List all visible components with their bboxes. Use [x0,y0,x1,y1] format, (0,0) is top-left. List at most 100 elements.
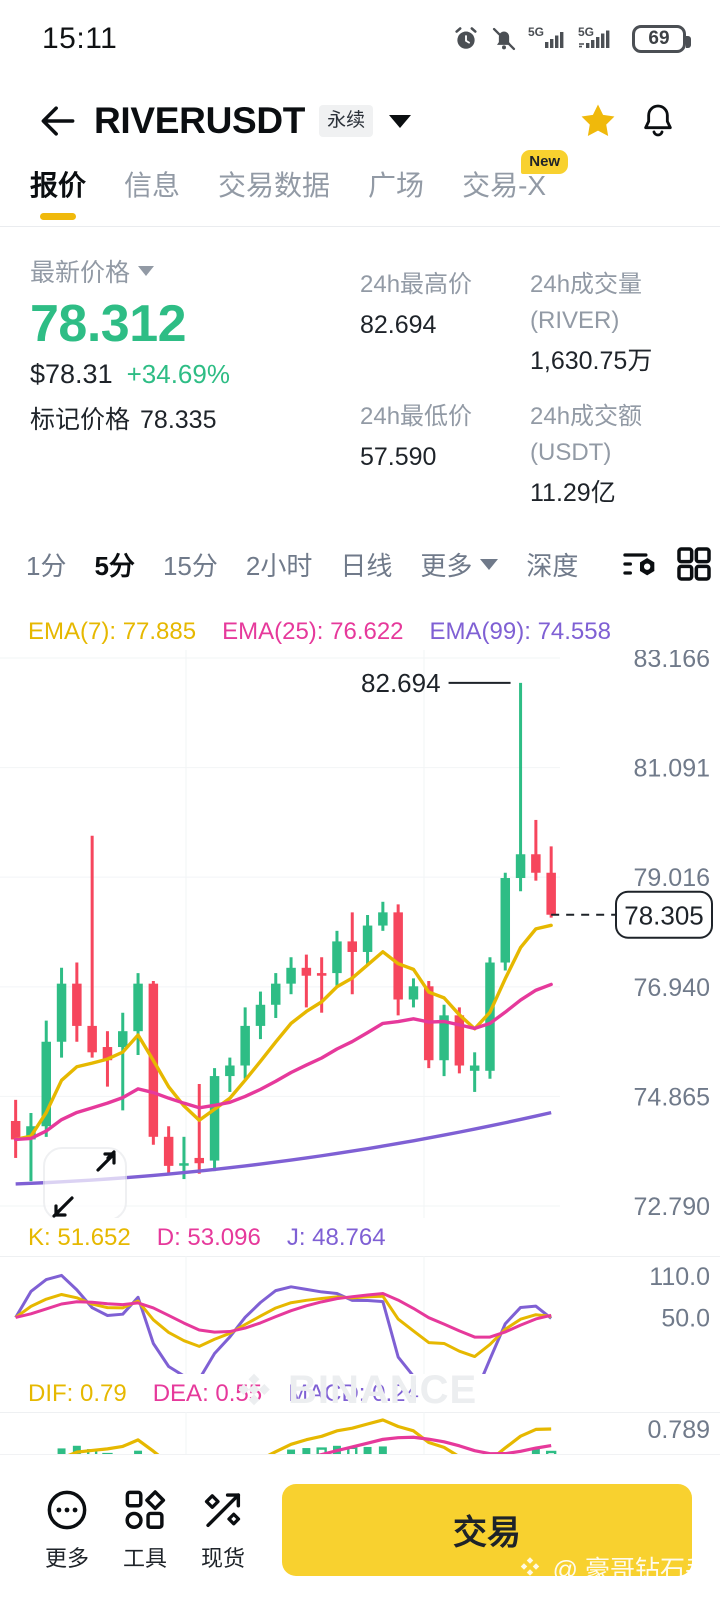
price-label-row[interactable]: 最新价格 [30,253,360,289]
ema99-legend: EMA(99): 74.558 [429,618,611,645]
price-primary: 最新价格 78.312 $78.31 +34.69% 标记价格 78.335 [30,253,360,512]
new-badge: New [521,150,569,174]
candle [225,1065,235,1077]
candle [41,1041,51,1127]
grid-layout-icon[interactable] [674,538,714,590]
star-icon[interactable] [568,91,628,151]
signal-5g-icon: 5G [528,24,568,54]
bell-muted-icon [490,25,518,53]
mark-price-row: 标记价格 78.335 [30,400,360,436]
candle [500,878,511,963]
ema25-value: 76.622 [330,618,404,645]
status-bar: 15:11 5G 5G [0,0,720,78]
chevron-down-icon[interactable] [389,114,412,128]
timeframe-15m[interactable]: 15分 [162,550,218,581]
chevron-down-icon [480,558,499,570]
stat-24h-high: 24h最高价 82.694 [360,267,520,381]
ema25-legend: EMA(25): 76.622 [222,618,404,645]
candle [485,962,495,1071]
contract-type-badge: 永续 [319,105,374,137]
bottom-action-bar: 更多 工具 现货 交易 @ 豪哥钻石手 [0,1454,720,1604]
timeframe-5m[interactable]: 5分 [94,550,135,581]
more-circle-icon [47,1490,87,1529]
ema99-value: 74.558 [537,618,611,645]
candle [454,1015,465,1066]
kdj-legend: K: 51.652 D: 53.096 J: 48.764 [0,1218,720,1256]
macd-dif-legend: DIF: 0.79 [28,1380,127,1407]
candle [255,1004,266,1026]
trade-button[interactable]: 交易 [282,1483,692,1576]
header-divider [0,226,720,227]
candle [347,941,358,952]
back-arrow-icon[interactable] [30,93,86,149]
candle [408,986,419,1000]
price-label: 最新价格 [30,259,131,287]
y-axis-tick: 79.016 [634,864,710,892]
symbol-selector[interactable]: RIVERUSDT 永续 [94,100,412,142]
alarm-icon [452,25,480,53]
y-axis-tick: 74.865 [634,1083,710,1111]
candle [102,1047,113,1061]
candle [194,1157,204,1164]
status-time: 15:11 [42,22,118,55]
nav-spot-label: 现货 [200,1545,245,1571]
candle [87,1025,97,1053]
tab-trade-data[interactable]: 交易数据 [218,164,330,216]
expand-chart-button[interactable] [43,1147,127,1218]
indicator-settings-icon[interactable] [620,538,660,590]
page-title: RIVERUSDT [94,100,306,141]
nav-tools[interactable]: 工具 [106,1487,184,1573]
candle [378,912,388,926]
nav-more-label: 更多 [44,1545,89,1571]
kdj-subchart[interactable]: 110.0 50.0 [0,1256,720,1374]
timeframe-1d[interactable]: 日线 [340,550,393,581]
tab-square[interactable]: 广场 [368,164,424,216]
candle [179,1163,189,1166]
timeframe-1m[interactable]: 1分 [26,550,67,581]
candle [133,983,143,1032]
stat-label: 24h最低价 [360,402,473,430]
tab-trade-x[interactable]: 交易-X New [462,150,569,216]
bell-icon[interactable] [628,91,688,151]
mark-price-label: 标记价格 [30,406,131,435]
nav-spot[interactable]: 现货 [184,1487,262,1573]
stat-value: 82.694 [360,311,437,339]
battery-icon: 69 [632,25,691,53]
kdj-d-value: 53.096 [187,1224,261,1251]
y-axis-tick: 0.789 [647,1416,710,1444]
stat-value: 57.590 [360,442,437,471]
candle [469,1065,480,1071]
mark-price-value: 78.335 [140,406,217,435]
candle [271,983,281,1005]
tab-label: 广场 [368,170,425,201]
candle [72,983,82,1026]
candle [118,1031,128,1048]
ema7-legend: EMA(7): 77.885 [28,618,197,645]
depth-tab[interactable]: 深度 [526,550,579,581]
chevron-down-icon[interactable] [138,266,155,276]
nav-tools-label: 工具 [122,1545,167,1571]
macd-dea-legend: DEA: 0.55 [152,1380,263,1407]
status-icons: 5G 5G 69 [452,24,691,54]
timeframe-more-label: 更多 [420,550,473,581]
candlestick-chart[interactable]: 83.166 81.091 79.016 76.940 74.865 72.790 82.6… [0,650,720,1218]
ema-legend: EMA(7): 77.885 EMA(25): 76.622 EMA(99): … [0,608,720,650]
stat-value: 11.29亿 [530,478,616,507]
candle [531,854,541,873]
tab-info[interactable]: 信息 [124,164,180,216]
timeframe-more[interactable]: 更多 [420,546,499,583]
timeframe-bar: 1分 5分 15分 2小时 日线 更多 深度 [0,520,720,608]
last-price: 78.312 [30,295,187,353]
nav-more[interactable]: 更多 [28,1487,106,1573]
section-tabs: 报价 信息 交易数据 广场 交易-X New [0,150,720,226]
candle [163,1136,174,1166]
macd-dea-value: 0.55 [215,1380,263,1407]
timeframe-2h[interactable]: 2小时 [245,550,313,581]
chart-area[interactable]: EMA(7): 77.885 EMA(25): 76.622 EMA(99): … [0,608,720,1578]
macd-hist-legend: MACD: 0.24 [288,1380,419,1407]
tools-grid-icon [125,1489,166,1529]
price-stats: 24h最高价 82.694 24h成交量(RIVER) 1,630.75万 24… [360,253,690,512]
kdj-d-legend: D: 53.096 [156,1224,261,1251]
candle [56,983,67,1042]
tab-quotes[interactable]: 报价 [30,164,86,216]
